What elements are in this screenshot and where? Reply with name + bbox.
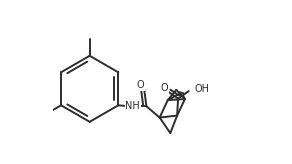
Text: NH: NH (126, 101, 140, 111)
Text: O: O (161, 83, 168, 93)
Text: O: O (137, 80, 145, 90)
Text: OH: OH (194, 84, 209, 94)
